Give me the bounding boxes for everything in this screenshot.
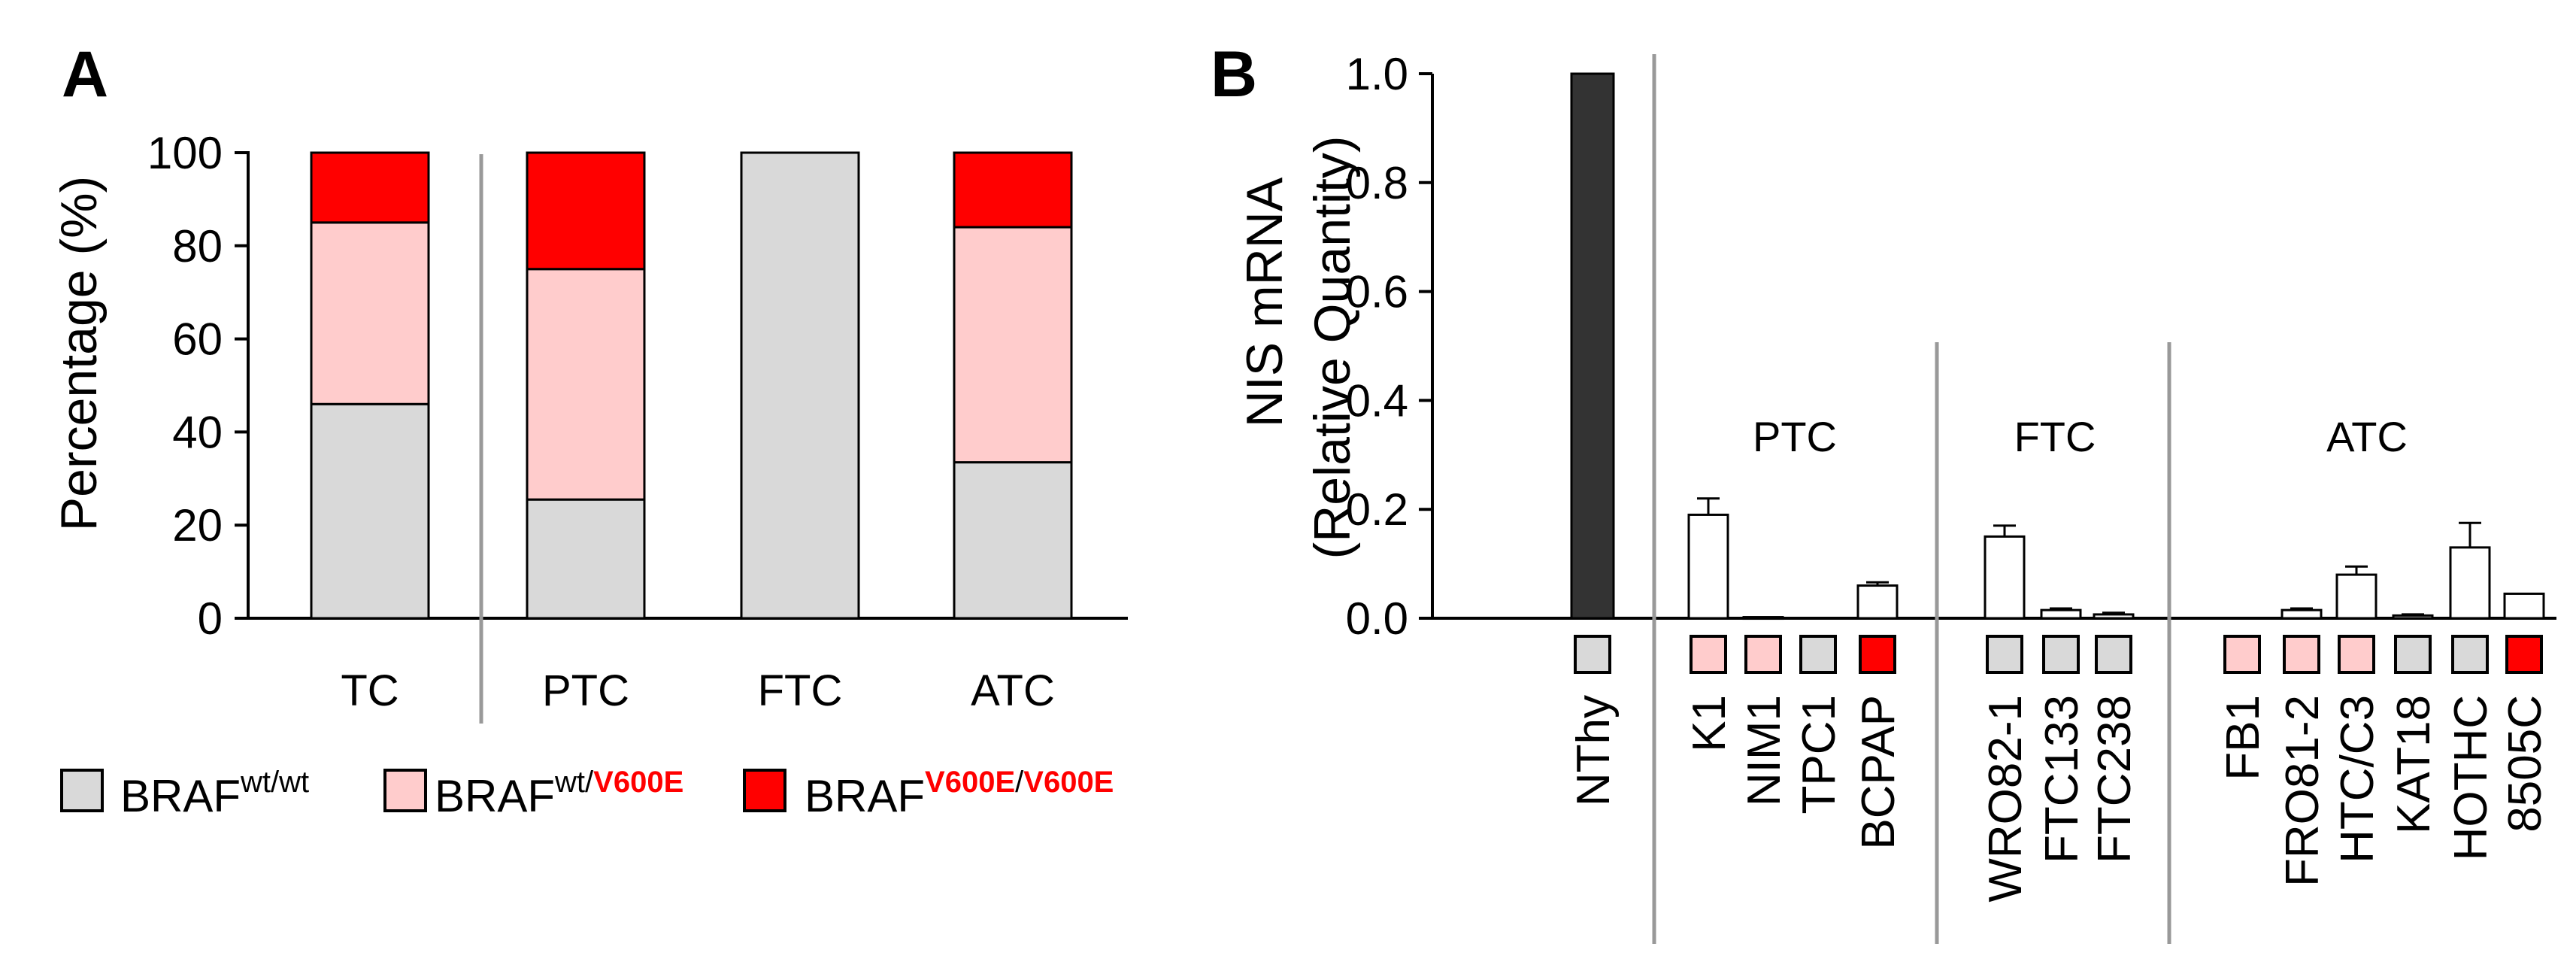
panel-a-y-tick-label: 60 [172, 314, 223, 365]
legend-label-v600e-v600e: BRAFV600E/V600E [805, 766, 1114, 821]
bar-ftc238 [2093, 613, 2135, 620]
panel-a-x-label-atc: ATC [971, 666, 1055, 715]
panel-b-y-tick-label: 0.0 [1346, 593, 1408, 644]
genotype-cell-bcpap [1859, 635, 1896, 674]
panel-b-group-label-ptc: PTC [1753, 413, 1837, 460]
genotype-cell-kat18 [2394, 635, 2432, 674]
bar-fro81-2 [2281, 608, 2323, 620]
panel-a-y-tick-label: 20 [172, 500, 223, 551]
genotype-cell-fb1 [2223, 635, 2261, 674]
panel-a-y-tick-label: 80 [172, 221, 223, 272]
bar-nim1 [1742, 616, 1784, 620]
genotype-cell-nim1 [1744, 635, 1782, 674]
panel-b-y-tick-label: 1.0 [1346, 49, 1408, 99]
panel-b-x-label-htc-c3: HTC/C3 [2332, 695, 2384, 863]
bar-atc-wt_wt [953, 461, 1073, 620]
bar-tc-wt_wt [310, 402, 430, 620]
legend-swatch-wt-wt [60, 769, 104, 812]
panel-b-group-label-atc: ATC [2326, 413, 2408, 460]
bar-ptc-wt_v600e [526, 268, 646, 501]
legend-swatch-wt-v600e [383, 769, 427, 812]
genotype-cell-fro81-2 [2283, 635, 2320, 674]
panel-a-label: A [62, 38, 108, 111]
panel-b-x-label-ftc238: FTC238 [2089, 695, 2141, 863]
panel-b-x-label-nim1: NIM1 [1738, 695, 1790, 806]
bar-kat18 [2392, 614, 2434, 620]
panel-b-x-label-fro81-2: FRO81-2 [2277, 695, 2329, 887]
bar-hothc [2449, 546, 2491, 620]
genotype-cell-k1 [1690, 635, 1727, 674]
panel-b-x-label-8505c: 8505C [2499, 695, 2551, 833]
bar-ftc133 [2040, 608, 2082, 620]
panel-a-y-tick-label: 100 [147, 128, 223, 178]
panel-a-chart: 0 20 40 60 80 100 TC PTC FTC ATC [147, 128, 1128, 724]
bar-k1 [1687, 513, 1729, 620]
panel-b-x-label-fb1: FB1 [2217, 695, 2269, 781]
bar-tc-wt_v600e [310, 221, 430, 405]
bar-tc-v600e_v600e [310, 151, 430, 224]
panel-b-y-axis-label-unit: (Relative Quantity) [1304, 135, 1361, 559]
panel-a-y-tick-label: 0 [198, 593, 223, 644]
panel-b-y-tick-label: 0.2 [1346, 484, 1408, 535]
panel-b-label: B [1211, 38, 1257, 111]
panel-a-x-label-tc: TC [341, 666, 399, 715]
bar-bcpap [1856, 584, 1899, 620]
genotype-cell-hothc [2451, 635, 2489, 674]
panel-b-y-axis-label: NIS mRNA [1236, 177, 1293, 427]
panel-a-x-label-ptc: PTC [542, 666, 629, 715]
panel-b-y-tick-label: 0.4 [1346, 375, 1408, 426]
genotype-cell-ftc133 [2042, 635, 2080, 674]
genotype-cell-8505c [2505, 635, 2543, 674]
panel-b-chart: 0.0 0.2 0.4 0.6 0.8 1.0 PTC FTC ATC NThy K1 NIM1 TPC… [1346, 49, 2556, 944]
bar-atc-wt_v600e [953, 226, 1073, 464]
genotype-cell-htc-c3 [2338, 635, 2375, 674]
panel-a-x-label-ftc: FTC [758, 666, 843, 715]
panel-b-x-label-ftc133: FTC133 [2036, 695, 2088, 863]
panel-b-y-tick-label: 0.8 [1346, 158, 1408, 208]
legend: BRAFwt/wt BRAFwt/V600E BRAFV600E/V600E [60, 766, 1114, 821]
legend-swatch-v600e-v600e [743, 769, 786, 812]
genotype-cell-nthy [1574, 635, 1611, 674]
panel-b-x-label-nthy: NThy [1568, 695, 1620, 806]
panel-b-x-label-hothc: HOTHC [2445, 695, 2497, 860]
legend-label-wt-v600e: BRAFwt/V600E [435, 766, 683, 821]
bar-ptc-wt_wt [526, 498, 646, 620]
genotype-cell-tpc1 [1799, 635, 1837, 674]
panel-b-x-label-tpc1: TPC1 [1793, 695, 1845, 814]
genotype-cell-wro82-1 [1986, 635, 2023, 674]
genotype-cell-ftc238 [2095, 635, 2132, 674]
panel-a-y-tick-label: 40 [172, 407, 223, 457]
panel-b-group-label-ftc: FTC [2014, 413, 2096, 460]
bar-wro82-1 [1984, 535, 2026, 620]
panel-b-x-label-bcpap: BCPAP [1853, 695, 1905, 850]
bar-ftc-wt_wt [740, 151, 860, 620]
bar-ptc-v600e_v600e [526, 151, 646, 271]
panel-a-y-axis-label: Percentage (%) [50, 176, 108, 531]
legend-label-wt-wt: BRAFwt/wt [120, 766, 309, 821]
bar-atc-v600e_v600e [953, 151, 1073, 229]
panel-b-x-label-wro82-1: WRO82-1 [1980, 695, 2032, 903]
bar-htc-c3 [2335, 573, 2377, 620]
panel-b-x-label-kat18: KAT18 [2388, 695, 2440, 834]
panel-b-y-tick-label: 0.6 [1346, 267, 1408, 317]
bar-8505c [2503, 592, 2545, 620]
panel-b-x-label-k1: K1 [1683, 695, 1735, 752]
bar-nthy [1570, 72, 1615, 620]
